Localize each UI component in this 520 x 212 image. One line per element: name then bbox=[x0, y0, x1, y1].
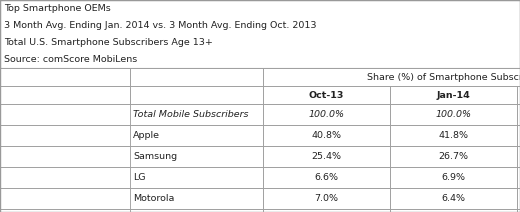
Text: Top Smartphone OEMs: Top Smartphone OEMs bbox=[4, 4, 111, 13]
Text: 100.0%: 100.0% bbox=[436, 110, 472, 119]
Bar bbox=[263, 209, 390, 212]
Bar bbox=[0, 0, 520, 68]
Bar bbox=[130, 167, 263, 188]
Text: Oct-13: Oct-13 bbox=[309, 91, 344, 99]
Bar bbox=[263, 125, 390, 146]
Bar bbox=[263, 104, 390, 125]
Bar bbox=[130, 125, 263, 146]
Bar bbox=[263, 167, 390, 188]
Bar bbox=[130, 188, 263, 209]
Bar bbox=[390, 146, 517, 167]
Text: 100.0%: 100.0% bbox=[308, 110, 345, 119]
Bar bbox=[263, 68, 520, 86]
Bar bbox=[390, 188, 517, 209]
Text: Total U.S. Smartphone Subscribers Age 13+: Total U.S. Smartphone Subscribers Age 13… bbox=[4, 38, 213, 47]
Text: 25.4%: 25.4% bbox=[311, 152, 342, 161]
Text: Share (%) of Smartphone Subscribers: Share (%) of Smartphone Subscribers bbox=[367, 73, 520, 81]
Bar bbox=[0, 188, 520, 209]
Bar bbox=[517, 125, 520, 146]
Text: 7.0%: 7.0% bbox=[315, 194, 339, 203]
Bar bbox=[263, 86, 390, 104]
Text: Total Mobile Subscribers: Total Mobile Subscribers bbox=[133, 110, 249, 119]
Bar bbox=[390, 167, 517, 188]
Bar bbox=[263, 146, 390, 167]
Text: 6.4%: 6.4% bbox=[441, 194, 465, 203]
Text: Motorola: Motorola bbox=[133, 194, 174, 203]
Bar bbox=[0, 167, 520, 188]
Bar bbox=[517, 146, 520, 167]
Bar bbox=[130, 86, 263, 104]
Bar bbox=[517, 86, 520, 104]
Bar bbox=[0, 86, 130, 104]
Bar bbox=[390, 209, 517, 212]
Bar bbox=[517, 209, 520, 212]
Text: Apple: Apple bbox=[133, 131, 160, 140]
Text: 41.8%: 41.8% bbox=[438, 131, 469, 140]
Text: LG: LG bbox=[133, 173, 146, 182]
Bar bbox=[517, 188, 520, 209]
Bar bbox=[0, 104, 520, 125]
Bar bbox=[517, 104, 520, 125]
Bar bbox=[390, 125, 517, 146]
Bar bbox=[390, 86, 517, 104]
Text: 40.8%: 40.8% bbox=[311, 131, 342, 140]
Bar bbox=[0, 68, 130, 86]
Bar bbox=[130, 146, 263, 167]
Text: 26.7%: 26.7% bbox=[438, 152, 469, 161]
Bar bbox=[130, 209, 263, 212]
Text: 6.6%: 6.6% bbox=[315, 173, 339, 182]
Text: Source: comScore MobiLens: Source: comScore MobiLens bbox=[4, 55, 137, 64]
Bar bbox=[0, 125, 520, 146]
Text: 3 Month Avg. Ending Jan. 2014 vs. 3 Month Avg. Ending Oct. 2013: 3 Month Avg. Ending Jan. 2014 vs. 3 Mont… bbox=[4, 21, 317, 30]
Text: Samsung: Samsung bbox=[133, 152, 177, 161]
Bar bbox=[263, 188, 390, 209]
Bar bbox=[0, 146, 520, 167]
Text: 6.9%: 6.9% bbox=[441, 173, 465, 182]
Text: Jan-14: Jan-14 bbox=[437, 91, 471, 99]
Bar bbox=[130, 104, 263, 125]
Bar bbox=[390, 104, 517, 125]
Bar bbox=[130, 68, 263, 86]
Bar bbox=[517, 167, 520, 188]
Bar bbox=[0, 209, 520, 212]
